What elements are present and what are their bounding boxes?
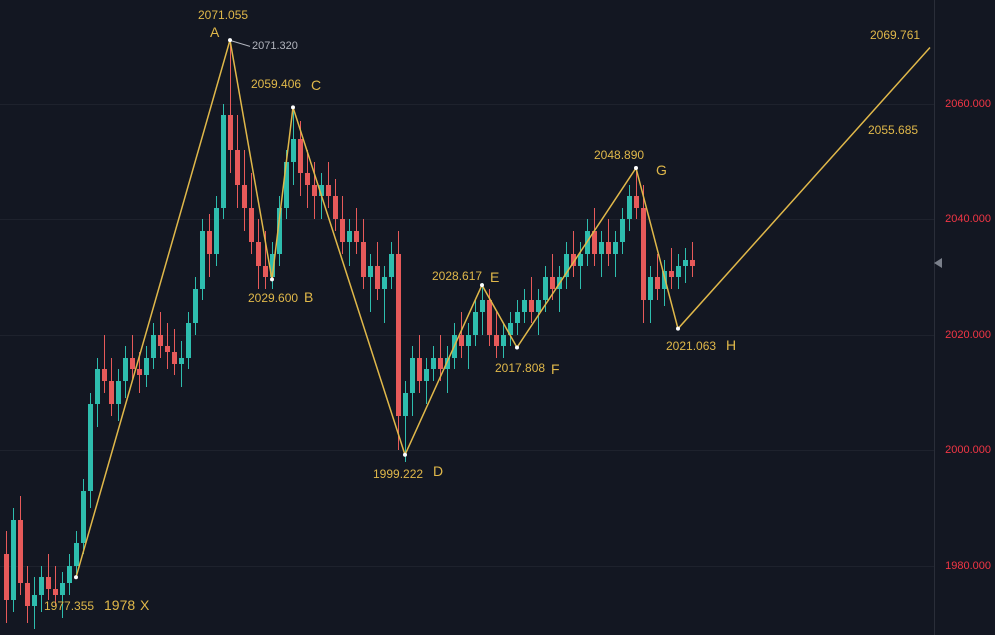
y-tick-label: 2060.000 [945, 98, 991, 110]
y-tick-label: 2020.000 [945, 329, 991, 341]
wave-price-label: 2059.406 [251, 77, 301, 91]
chart-container[interactable]: 1978 1977.355 X 2071.055 A 2029.600 B 2059.406 C… [0, 0, 995, 635]
callout-price-label: 2071.320 [252, 40, 298, 52]
wave-letter-label: B [304, 289, 313, 305]
y-tick-label: 1980.000 [945, 560, 991, 572]
wave-letter-label: G [656, 162, 667, 178]
wave-letter-label: E [490, 269, 499, 285]
wave-price-label: 2017.808 [495, 361, 545, 375]
grid-line [0, 450, 935, 451]
wave-letter-label: H [726, 337, 736, 353]
current-price-marker [934, 258, 942, 268]
y-tick-label: 2040.000 [945, 213, 991, 225]
grid-line [0, 219, 935, 220]
wave-price-label: 2021.063 [666, 339, 716, 353]
wave-letter-label: A [210, 24, 219, 40]
y-tick-label: 2000.000 [945, 444, 991, 456]
projection-target-label: 2069.761 [870, 28, 920, 42]
grid-line [0, 104, 935, 105]
wave-price-label: 1977.355 [44, 599, 94, 613]
wave-price-label: 1999.222 [373, 467, 423, 481]
wave-price-label: 2071.055 [198, 8, 248, 22]
wave-letter-label: D [433, 463, 443, 479]
wave-letter-label: F [551, 361, 560, 377]
projection-mid-label: 2055.685 [868, 123, 918, 137]
wave-price-label: 2029.600 [248, 291, 298, 305]
wave-letter-label: C [311, 77, 321, 93]
wave-extra-label: 1978 [104, 597, 135, 613]
wave-price-label: 2028.617 [432, 269, 482, 283]
y-axis: 2060.000 2040.000 2020.000 2000.000 1980.000 [934, 0, 995, 635]
wave-letter-label: X [140, 597, 149, 613]
grid-line [0, 566, 935, 567]
wave-price-label: 2048.890 [594, 148, 644, 162]
plot-area[interactable]: 1978 1977.355 X 2071.055 A 2029.600 B 2059.406 C… [0, 0, 935, 635]
